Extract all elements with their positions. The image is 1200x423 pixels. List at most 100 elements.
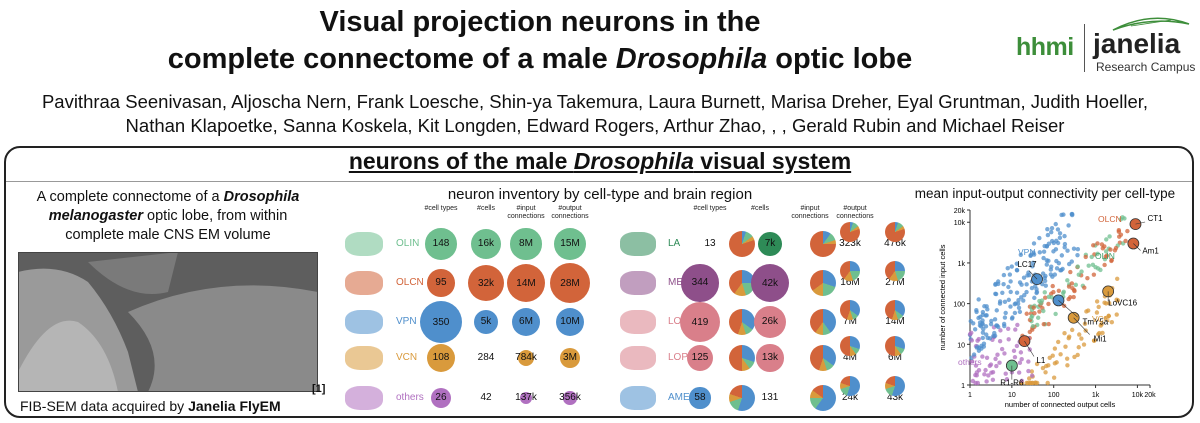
scatter-annotation-line-6 xyxy=(1024,340,1035,357)
em-caption-line-2: melanogaster optic lobe, from within xyxy=(18,207,318,226)
scatter-point xyxy=(1114,297,1119,302)
em-reference: [1] xyxy=(312,383,326,395)
inventory-region-label-ME: ME xyxy=(668,277,683,288)
scatter-point xyxy=(975,338,980,343)
logo-separator xyxy=(1084,24,1085,72)
scatter-point xyxy=(1056,339,1061,345)
scatter-point xyxy=(1072,354,1077,360)
scatter-point xyxy=(1033,284,1038,289)
scatter-point xyxy=(1052,272,1058,277)
scatter-point xyxy=(1018,252,1024,257)
brain-region-thumb-LOP xyxy=(620,346,656,370)
scatter-point xyxy=(1031,305,1036,310)
scatter-point xyxy=(1069,212,1075,218)
scatter-y-tick-label-5: 20k xyxy=(954,208,966,215)
scatter-point xyxy=(1071,287,1077,293)
scatter-point xyxy=(1083,254,1088,260)
inventory-region-input-pie-LO xyxy=(840,300,860,320)
inventory-region-input-pie-LOP xyxy=(840,336,860,356)
scatter-annotation-LC17: LC17 xyxy=(1017,260,1037,269)
inventory-region-header-3: #output connections xyxy=(836,205,874,220)
scatter-point xyxy=(997,338,1003,344)
scatter-point xyxy=(1043,283,1048,288)
inventory-region-outputs-LA: 476k xyxy=(884,238,906,249)
inventory-region-cell-pie-ME xyxy=(810,270,836,296)
scatter-point xyxy=(1030,260,1036,265)
scatter-point xyxy=(1037,309,1042,314)
scatter-point xyxy=(1040,365,1046,371)
inventory-region-cell-pie-LOP xyxy=(810,345,836,371)
inventory-region-cell-pie-LA xyxy=(810,231,836,257)
scatter-point xyxy=(1006,284,1011,290)
scatter-point xyxy=(1084,309,1089,314)
scatter-point xyxy=(1014,261,1020,266)
scatter-point xyxy=(1115,276,1120,282)
panel-divider xyxy=(6,181,1192,182)
scatter-point xyxy=(1014,290,1020,295)
scatter-point xyxy=(1073,282,1079,288)
scatter-point xyxy=(1048,267,1054,272)
inventory-outputs-VCN: 3M xyxy=(560,348,580,368)
scatter-point xyxy=(1068,269,1073,275)
scatter-point xyxy=(1045,232,1051,238)
scatter-point xyxy=(968,318,973,324)
inventory-region-type-pie-LA xyxy=(729,231,755,257)
scatter-point xyxy=(1112,248,1118,253)
scatter-point xyxy=(1075,246,1081,252)
scatter-point xyxy=(1053,311,1058,317)
scatter-point xyxy=(1095,241,1100,246)
scatter-point xyxy=(1061,289,1066,294)
scatter-point xyxy=(1029,373,1035,378)
scatter-point xyxy=(1123,238,1128,244)
scatter-group-label-VPN: VPN xyxy=(1018,247,1035,257)
scatter-point xyxy=(997,299,1003,304)
inventory-region-output-pie-ME xyxy=(885,261,905,281)
scatter-point xyxy=(1120,215,1125,220)
scatter-point xyxy=(1041,321,1047,327)
scatter-point xyxy=(1091,272,1097,277)
scatter-point xyxy=(1062,233,1067,239)
scatter-point xyxy=(985,335,990,341)
scatter-point xyxy=(982,372,987,377)
scatter-group-label-VCN: VCN xyxy=(1092,314,1110,324)
inventory-cells-OLIN: 16k xyxy=(470,228,502,260)
scatter-point xyxy=(1059,253,1065,258)
scatter-point xyxy=(1091,338,1097,343)
scatter-x-tick-label-5: 20k xyxy=(1144,392,1156,399)
scatter-point xyxy=(1000,290,1005,295)
scatter-point xyxy=(1037,250,1043,255)
scatter-point xyxy=(1012,354,1018,360)
em-caption-l1-bold: Drosophila xyxy=(223,189,300,205)
scatter-point xyxy=(971,352,977,357)
scatter-point xyxy=(1016,370,1022,375)
poster-title: Visual projection neurons in the complet… xyxy=(120,4,960,78)
scatter-point xyxy=(970,359,975,364)
em-caption-line-3: complete male CNS EM volume xyxy=(65,227,271,243)
scatter-point xyxy=(1046,258,1051,264)
scatter-point xyxy=(1018,350,1024,355)
em-caption: A complete connectome of a Drosophila me… xyxy=(18,188,318,245)
scatter-point xyxy=(1056,288,1062,294)
scatter-point xyxy=(1051,289,1056,295)
scatter-point xyxy=(999,346,1005,352)
scatter-point xyxy=(1029,285,1035,291)
scatter-x-tick-label-3: 1k xyxy=(1092,392,1100,399)
inventory-region-cells-ME: 42k xyxy=(751,264,789,302)
scatter-point xyxy=(1075,252,1080,258)
scatter-point xyxy=(1076,272,1081,277)
inventory-region-cell-types-LA: 13 xyxy=(704,238,716,249)
scatter-point xyxy=(1007,272,1013,277)
scatter-point xyxy=(1053,247,1059,252)
scatter-point xyxy=(1075,264,1080,269)
inventory-region-type-pie-ME xyxy=(729,270,755,296)
scatter-point xyxy=(984,355,990,361)
scatter-point xyxy=(1091,243,1096,248)
scatter-point xyxy=(1017,360,1023,366)
scatter-point xyxy=(1008,279,1013,284)
em-volume-graphic xyxy=(18,252,318,392)
scatter-point xyxy=(1026,376,1032,381)
inventory-inputs-others: 137k xyxy=(515,391,537,405)
scatter-point xyxy=(1065,278,1070,283)
scatter-point xyxy=(1019,378,1025,384)
scatter-point xyxy=(1114,312,1119,317)
